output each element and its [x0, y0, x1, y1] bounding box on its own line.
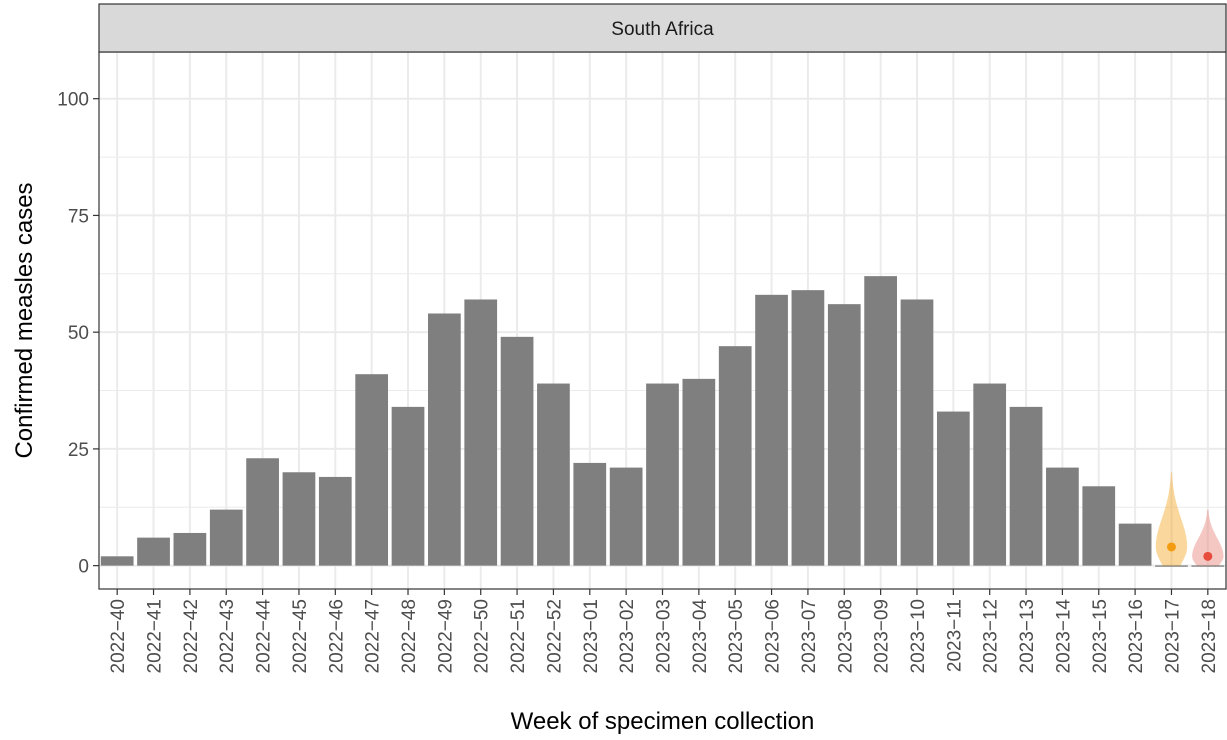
x-tick-label: 2023−17 [1162, 599, 1183, 674]
x-tick-label: 2022−48 [399, 599, 420, 674]
x-axis: 2022−40 2022−41 2022−42 2022−43 2022−44 2022−… [108, 589, 1220, 674]
nowcast-violin-2023−17 [1155, 472, 1188, 566]
x-tick-label: 2022−42 [181, 599, 202, 674]
bar-2023−10 [900, 299, 934, 566]
nowcast-distributions [1155, 472, 1224, 566]
x-tick-label: 2023−10 [908, 599, 929, 674]
x-tick-label: 2022−52 [544, 599, 565, 674]
y-tick-label: 25 [68, 440, 89, 461]
nowcast-violin-2023−18 [1192, 509, 1224, 566]
bar-2022−51 [500, 336, 534, 566]
bar-2022−44 [246, 458, 279, 566]
x-tick-label: 2022−41 [145, 599, 166, 674]
x-tick-label: 2023−06 [763, 599, 784, 674]
x-tick-label: 2023−03 [654, 599, 675, 674]
x-tick-label: 2023−14 [1053, 599, 1074, 674]
bar-2022−41 [137, 537, 170, 566]
bar-2023−02 [609, 467, 643, 566]
x-tick-label: 2022−46 [326, 599, 347, 674]
x-tick-label: 2023−07 [799, 599, 820, 674]
x-tick-label: 2022−51 [508, 599, 529, 674]
x-tick-label: 2023−13 [1017, 599, 1038, 674]
y-axis: 0 25 50 75 100 [57, 90, 99, 578]
bar-2022−50 [464, 299, 498, 566]
bar-2022−42 [173, 532, 207, 566]
x-tick-label: 2022−44 [254, 599, 275, 674]
x-tick-label: 2023−16 [1126, 599, 1147, 674]
nowcast-median-2023−18 [1203, 551, 1213, 561]
x-tick-label: 2023−05 [726, 599, 747, 674]
x-axis-title: Week of specimen collection [511, 708, 815, 735]
x-tick-label: 2023−08 [835, 599, 856, 674]
bar-2022−49 [428, 313, 461, 566]
x-tick-label: 2023−09 [872, 599, 893, 674]
bars [100, 276, 1225, 567]
nowcast-median-2023−17 [1166, 542, 1176, 552]
x-tick-label: 2023−11 [944, 599, 965, 672]
x-tick-label: 2022−45 [290, 599, 311, 674]
bar-2023−16 [1118, 523, 1152, 566]
x-tick-label: 2022−49 [435, 599, 456, 674]
bar-2022−43 [209, 509, 243, 566]
bar-2022−45 [282, 472, 316, 566]
y-tick-label: 0 [78, 557, 89, 578]
bar-2023−08 [827, 304, 861, 566]
y-tick-label: 100 [57, 90, 89, 111]
x-tick-label: 2022−50 [472, 599, 493, 674]
bar-2023−17 [1155, 565, 1188, 567]
bar-2023−11 [936, 411, 970, 566]
bar-2023−05 [718, 346, 752, 566]
bar-2023−15 [1082, 486, 1116, 566]
y-tick-label: 75 [68, 206, 89, 227]
bar-2023−06 [755, 294, 788, 566]
x-tick-label: 2023−18 [1199, 599, 1220, 674]
bar-2022−48 [391, 406, 425, 566]
x-tick-label: 2023−12 [981, 599, 1002, 674]
facet-label: South Africa [611, 19, 714, 40]
bar-2023−13 [1009, 406, 1043, 566]
bar-2022−52 [537, 383, 570, 566]
x-tick-label: 2023−01 [581, 599, 602, 674]
bar-2022−46 [318, 476, 352, 566]
bar-2023−18 [1191, 565, 1225, 567]
bar-2022−40 [100, 556, 134, 566]
bar-2023−09 [864, 276, 897, 566]
x-tick-label: 2022−40 [108, 599, 129, 674]
bar-2023−14 [1046, 467, 1079, 566]
x-tick-label: 2023−02 [617, 599, 638, 674]
x-tick-label: 2023−04 [690, 599, 711, 674]
bar-2022−47 [355, 374, 389, 566]
bar-2023−12 [973, 383, 1007, 566]
bar-2023−04 [682, 378, 716, 566]
y-axis-title: Confirmed measles cases [11, 182, 38, 458]
x-tick-label: 2023−15 [1090, 599, 1111, 674]
y-tick-label: 50 [68, 323, 89, 344]
bar-2023−07 [791, 290, 825, 566]
bar-2023−03 [646, 383, 679, 566]
x-tick-label: 2022−43 [217, 599, 238, 674]
x-tick-label: 2022−47 [363, 599, 384, 674]
facet-strip [98, 3, 1227, 53]
bar-2023−01 [573, 462, 607, 566]
